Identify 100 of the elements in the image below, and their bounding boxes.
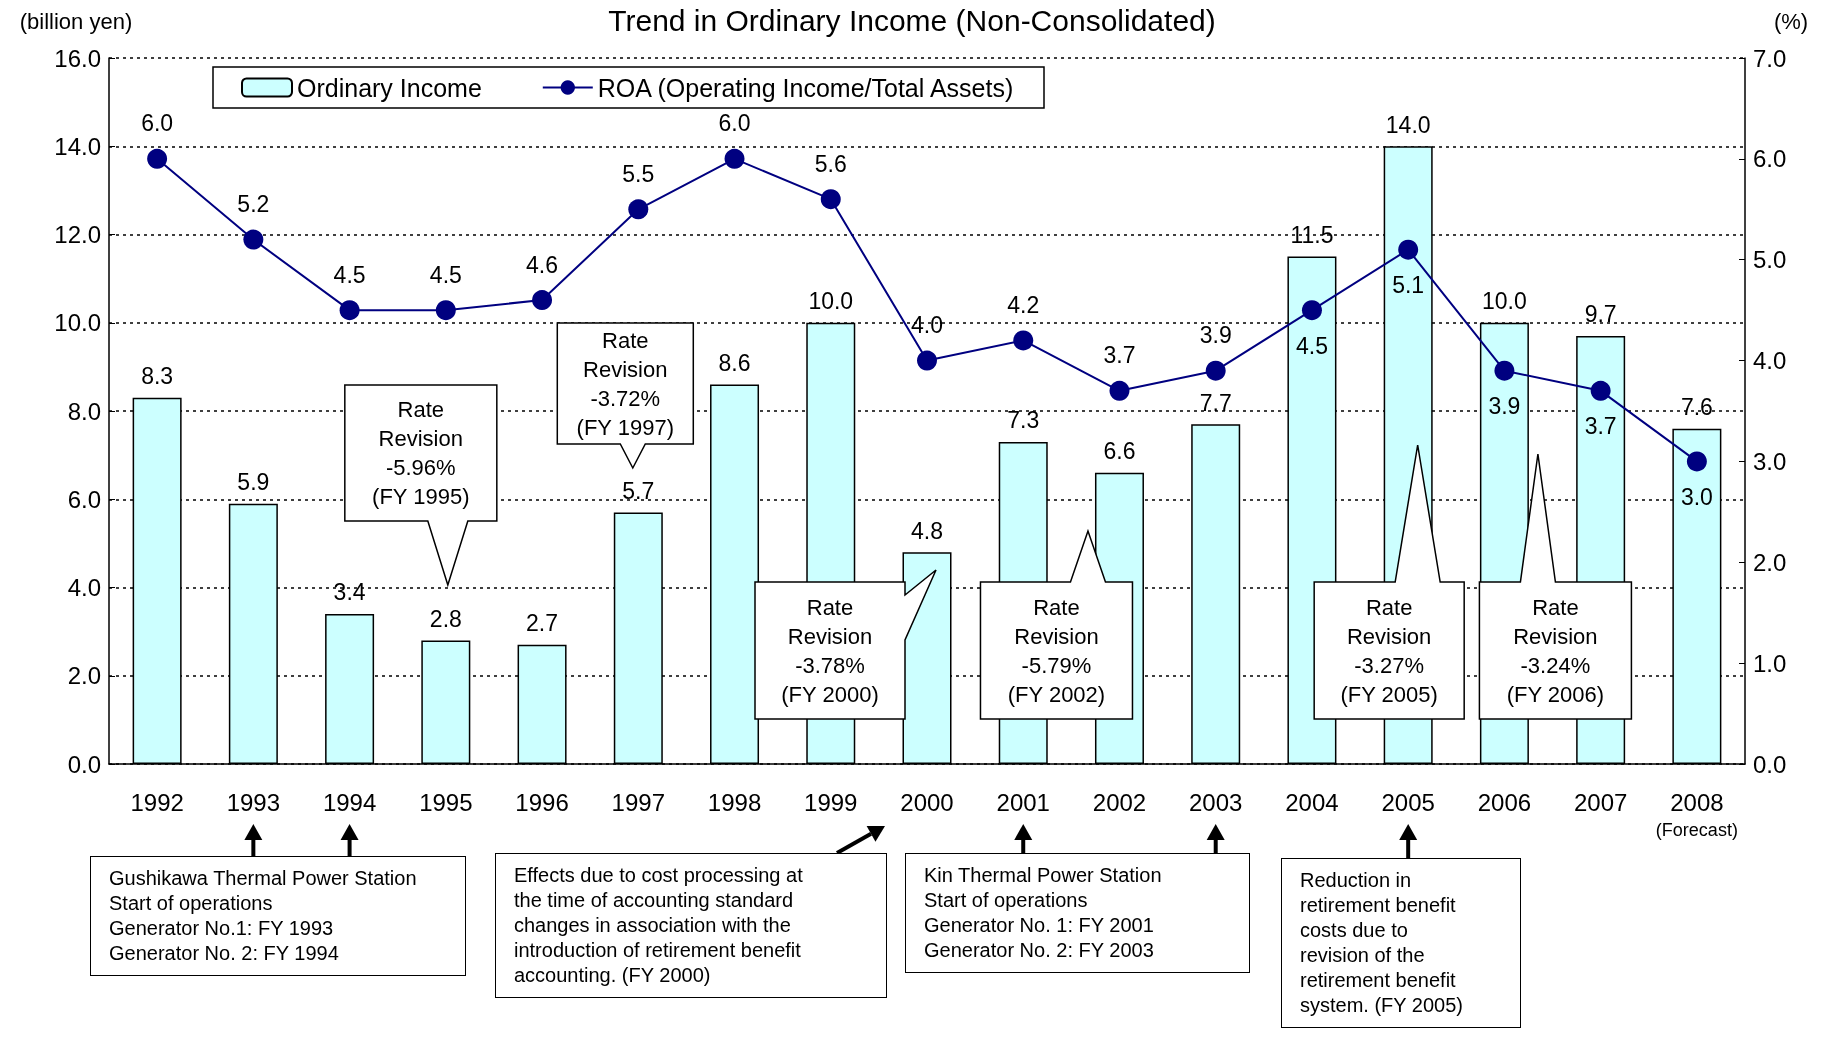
annotation: Rate Revision -3.78% (FY 2000) — [780, 593, 880, 709]
point — [1301, 300, 1322, 321]
data-label: 6.6 — [1103, 438, 1136, 465]
data-label: 3.4 — [333, 579, 366, 606]
y-tick-label: 8.0 — [67, 397, 101, 425]
data-label: 5.2 — [237, 191, 270, 218]
y-tick-label: 2.0 — [67, 662, 101, 690]
data-label: 5.9 — [237, 469, 270, 496]
y2-tick-label: 1.0 — [1753, 649, 1787, 677]
point — [1205, 360, 1226, 381]
data-label: 7.6 — [1680, 394, 1713, 421]
annotation: Rate Revision -5.79% (FY 2002) — [1006, 593, 1107, 709]
point — [435, 300, 456, 321]
data-label: 8.3 — [141, 363, 174, 390]
x-tick-label: 1995 — [419, 788, 473, 816]
data-label: 4.5 — [333, 261, 366, 288]
annotation: Rate Revision -3.27% (FY 2005) — [1339, 593, 1439, 709]
annotation: Rate Revision -5.96% (FY 1995) — [371, 396, 471, 511]
y-tick-label: 12.0 — [54, 221, 101, 248]
legend-label: Ordinary Income — [297, 73, 482, 102]
y-tick-label: 0.0 — [67, 750, 101, 778]
data-label: 5.1 — [1392, 272, 1425, 299]
data-label: 4.8 — [911, 517, 943, 544]
y2-tick-label: 6.0 — [1753, 145, 1787, 173]
x-tick-label: 1999 — [804, 788, 858, 816]
text: Effects due to cost processing at the time of accounting standard changes in association with the introduction of retirement benefit accounting. (FY 2000) — [495, 853, 887, 998]
data-label: 9.7 — [1584, 301, 1617, 328]
data-label: 3.7 — [1584, 413, 1617, 440]
point — [532, 290, 553, 311]
data-label: 3.9 — [1488, 393, 1521, 420]
point — [243, 229, 264, 250]
data-label: 3.7 — [1103, 342, 1136, 369]
point — [1109, 380, 1130, 401]
data-label: 6.0 — [718, 110, 751, 137]
x-tick-label: 1994 — [322, 788, 377, 816]
annotation: Rate Revision -3.24% (FY 2006) — [1505, 593, 1606, 709]
data-label: 10.0 — [808, 288, 854, 315]
data-label: 6.0 — [141, 110, 174, 137]
text: Reduction in retirement benefit costs due to revision of the retirement benefit system. (FY 2005) — [1281, 858, 1521, 1028]
data-label: 14.0 — [1385, 111, 1431, 138]
x-tick-label: 1997 — [611, 788, 665, 816]
data-label: 5.5 — [622, 160, 655, 187]
y2-tick-label: 7.0 — [1753, 44, 1787, 72]
point — [628, 199, 649, 220]
x-tick-label: 2002 — [1092, 788, 1147, 816]
x-tick-label: 2003 — [1189, 788, 1243, 816]
point — [820, 189, 841, 210]
data-label: 11.5 — [1290, 222, 1334, 249]
data-label: 10.0 — [1482, 288, 1527, 315]
data-label: 7.7 — [1199, 389, 1232, 416]
x-tick-label: 1993 — [226, 788, 281, 816]
x-tick-label: 1998 — [707, 788, 762, 816]
point — [1013, 330, 1034, 351]
y2-tick-label: 3.0 — [1753, 447, 1787, 475]
y-axis-title: (billion yen) — [19, 8, 133, 34]
data-label: 4.0 — [911, 312, 943, 339]
data-label: 4.5 — [1295, 332, 1328, 359]
data-label: 4.2 — [1007, 291, 1040, 318]
x-tick-label: 2008 — [1670, 788, 1724, 816]
point — [1398, 239, 1419, 260]
x-tick-label: 2006 — [1477, 788, 1532, 816]
data-label: 2.8 — [429, 605, 462, 632]
point — [339, 300, 360, 321]
annotation: Rate Revision -3.72% (FY 1997) — [575, 326, 675, 442]
legend-label: ROA (Operating Income/Total Assets) — [597, 73, 1014, 102]
y2-tick-label: 5.0 — [1753, 246, 1787, 274]
y-tick-label: 14.0 — [54, 132, 101, 160]
text: Gushikawa Thermal Power Station Start of operations Generator No.1: FY 1993 Generator No. 2: FY 1994 — [90, 856, 466, 976]
y2-tick-label: 0.0 — [1753, 750, 1787, 778]
data-label: 7.3 — [1007, 407, 1040, 434]
data-label: 5.7 — [622, 477, 655, 504]
data-label: 8.6 — [718, 350, 751, 377]
text: (Forecast) — [1655, 820, 1738, 841]
data-label: 4.6 — [526, 251, 559, 278]
x-tick-label: 2005 — [1381, 788, 1435, 816]
point — [147, 148, 168, 169]
data-label: 4.5 — [429, 261, 462, 288]
x-tick-label: 2004 — [1285, 788, 1339, 816]
y2-axis-title: (%) — [1773, 8, 1809, 34]
point — [1494, 360, 1515, 381]
y2-tick-label: 2.0 — [1753, 548, 1787, 576]
x-tick-label: 1992 — [130, 788, 184, 816]
point — [1686, 451, 1707, 472]
x-tick-label: 1996 — [515, 788, 569, 816]
x-tick-label: 2007 — [1573, 788, 1628, 816]
y2-tick-label: 4.0 — [1753, 347, 1787, 375]
data-label: 2.7 — [526, 610, 559, 637]
x-tick-label: 2000 — [900, 788, 954, 816]
point — [724, 148, 745, 169]
y-tick-label: 4.0 — [67, 574, 101, 601]
point — [1590, 380, 1611, 401]
data-label: 3.9 — [1199, 322, 1232, 349]
data-label: 5.6 — [814, 150, 847, 177]
x-tick-label: 2001 — [996, 788, 1050, 816]
data-label: 3.0 — [1680, 483, 1713, 510]
text: Kin Thermal Power Station Start of operations Generator No. 1: FY 2001 Generator No. 2: FY 2003 — [905, 853, 1250, 973]
point — [917, 350, 937, 371]
chart-title: Trend in Ordinary Income (Non-Consolidated) — [608, 3, 1216, 37]
y-tick-label: 10.0 — [54, 309, 101, 337]
y-tick-label: 6.0 — [67, 485, 101, 513]
